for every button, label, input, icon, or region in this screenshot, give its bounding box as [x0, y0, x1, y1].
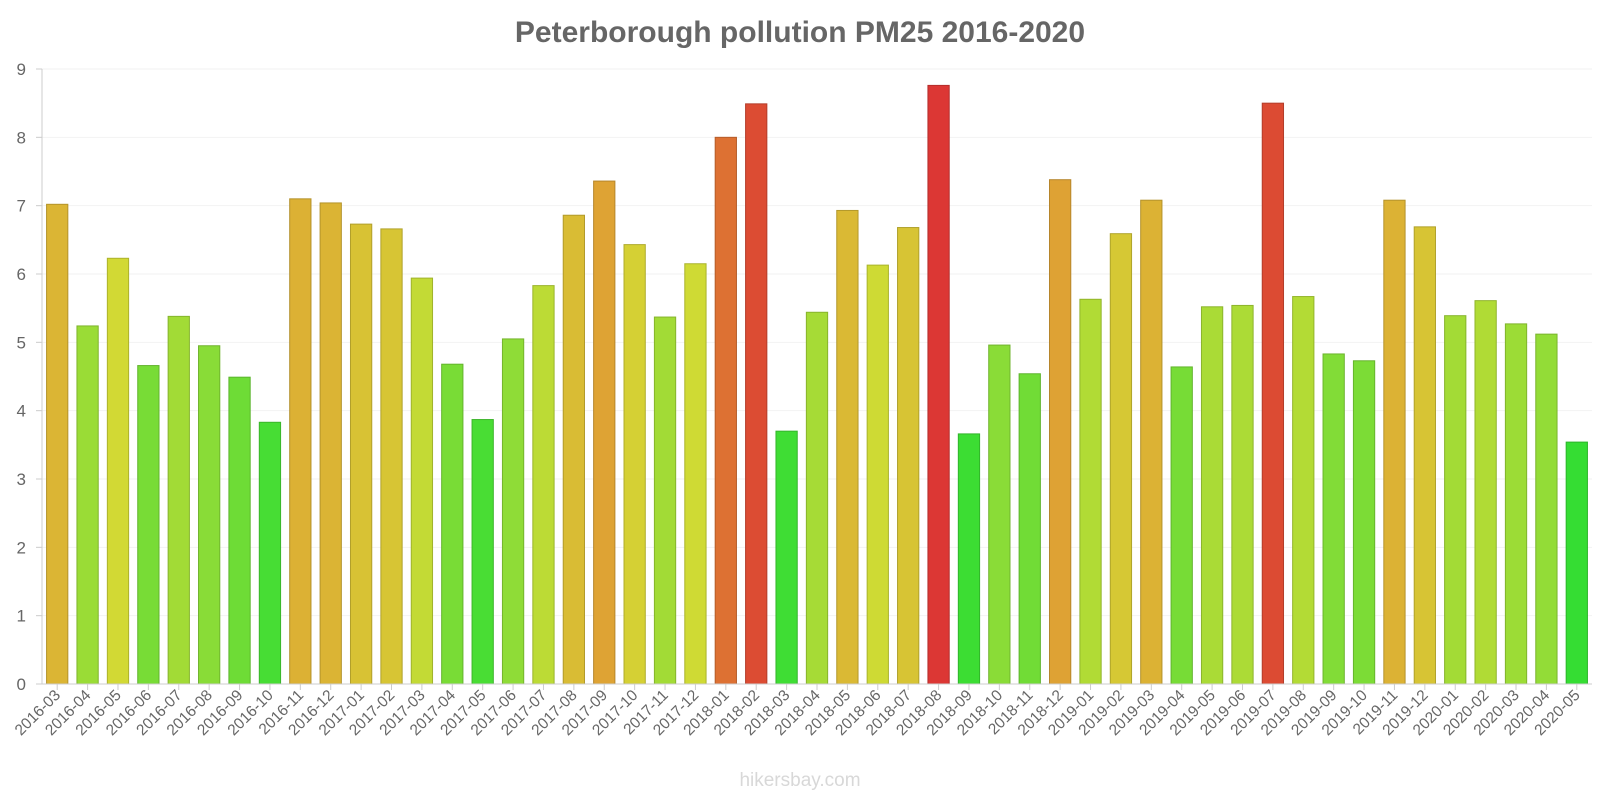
bar-2020-05 [1565, 441, 1588, 685]
bar-2018-10 [988, 344, 1011, 685]
bar-2019-01 [1079, 298, 1102, 685]
bar-2018-09 [957, 433, 981, 685]
bar-2017-11 [653, 316, 677, 685]
bar-2018-11 [1018, 373, 1041, 685]
bar-2016-12 [319, 202, 342, 685]
y-tick-label: 7 [17, 197, 26, 216]
bar-2017-04 [441, 363, 464, 685]
bar-2016-03 [46, 203, 69, 685]
bar-2019-03 [1140, 199, 1163, 685]
bar-2020-01 [1444, 315, 1467, 685]
bar-2017-12 [684, 263, 707, 685]
bar-2017-06 [501, 338, 525, 685]
y-tick-label: 6 [17, 265, 26, 284]
bar-2019-07 [1261, 102, 1285, 685]
bar-2017-05 [471, 419, 494, 685]
bar-2020-04 [1535, 333, 1558, 685]
bar-2019-08 [1292, 296, 1315, 685]
y-tick-label: 8 [17, 128, 26, 147]
bar-2016-04 [76, 325, 99, 685]
bar-2020-02 [1474, 300, 1497, 685]
bar-2018-04 [805, 311, 829, 685]
watermark-text: hikersbay.com [739, 770, 861, 791]
bar-2019-02 [1109, 233, 1133, 685]
bar-2016-10 [258, 421, 282, 685]
y-tick-label: 5 [17, 333, 26, 352]
bar-2019-09 [1322, 353, 1345, 685]
bar-2017-07 [532, 285, 555, 685]
bar-2017-01 [349, 223, 373, 685]
bar-2019-10 [1352, 360, 1376, 685]
bar-2018-02 [745, 103, 768, 685]
bar-2018-12 [1049, 179, 1072, 685]
bar-2018-06 [866, 264, 889, 685]
bar-2016-09 [228, 376, 251, 685]
bar-2017-03 [410, 277, 434, 685]
bar-2020-03 [1504, 323, 1528, 685]
bar-2018-01 [714, 136, 737, 685]
bar-2016-08 [198, 345, 221, 685]
bar-2018-07 [897, 227, 920, 685]
y-tick-label: 3 [17, 470, 26, 489]
bar-2016-11 [289, 198, 312, 685]
y-tick-label: 1 [17, 607, 26, 626]
chart-title: Peterborough pollution PM25 2016-2020 [514, 16, 1086, 49]
bar-2019-12 [1413, 226, 1436, 685]
bar-2019-04 [1170, 366, 1193, 685]
bar-2019-11 [1383, 199, 1406, 685]
bar-2017-09 [593, 180, 616, 685]
bar-2017-02 [380, 228, 403, 685]
bar-2016-06 [137, 365, 160, 685]
y-tick-label: 4 [17, 402, 26, 421]
bar-2016-07 [167, 315, 190, 685]
y-tick-label: 2 [17, 538, 26, 557]
bar-2018-05 [836, 209, 859, 685]
bar-2018-08 [927, 84, 950, 685]
y-tick-label: 0 [17, 675, 26, 694]
bar-2019-06 [1231, 304, 1254, 685]
bar-2019-05 [1200, 306, 1224, 685]
bar-2018-03 [775, 430, 798, 685]
bar-2017-10 [623, 244, 646, 685]
bar-2016-05 [106, 257, 130, 685]
bar-2017-08 [562, 214, 585, 685]
y-tick-label: 9 [17, 60, 26, 79]
